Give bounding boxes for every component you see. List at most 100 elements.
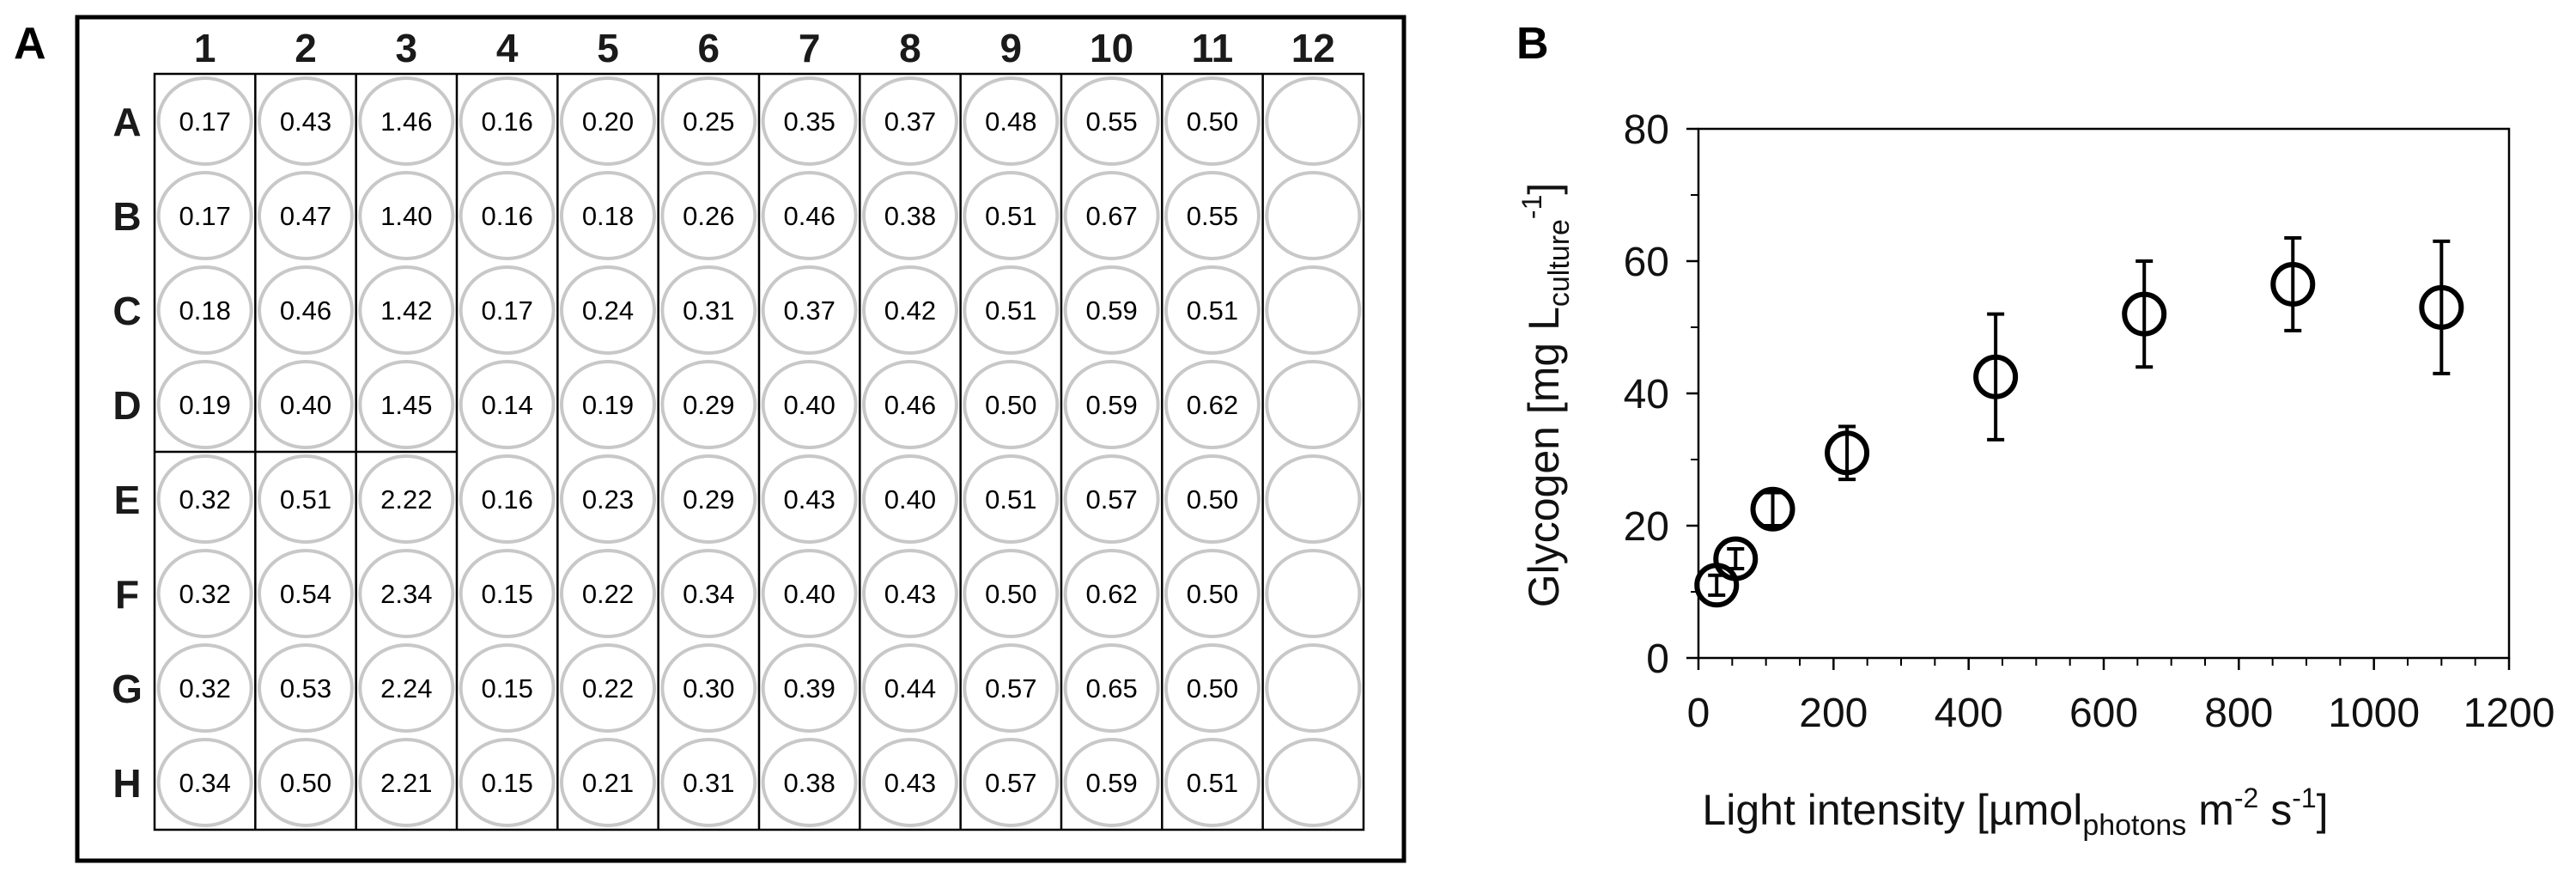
plate-well bbox=[861, 738, 958, 827]
plate-well-value: 0.34 bbox=[683, 579, 734, 609]
plate-well-value: 0.38 bbox=[783, 768, 835, 798]
y-tick-label: 20 bbox=[1624, 504, 1669, 550]
plate-well bbox=[761, 265, 858, 355]
plate-well bbox=[761, 643, 858, 733]
plate-well-value: 0.51 bbox=[1187, 295, 1238, 326]
plate-well-value: 0.51 bbox=[985, 484, 1036, 515]
plate-well-value: 0.46 bbox=[884, 390, 936, 420]
plate-well bbox=[358, 643, 455, 733]
plate-well-value: 0.32 bbox=[179, 673, 230, 703]
plate-well-value: 0.19 bbox=[582, 390, 634, 420]
plate-well bbox=[156, 171, 253, 260]
plate-well-value: 0.21 bbox=[582, 768, 634, 798]
plate-well bbox=[660, 360, 757, 449]
plate-well bbox=[660, 171, 757, 260]
data-point bbox=[1713, 536, 1759, 582]
plate-well-value: 0.59 bbox=[1085, 768, 1137, 798]
plate-well-value: 0.55 bbox=[1187, 201, 1238, 231]
plate-well bbox=[358, 265, 455, 355]
plate-well-value: 0.50 bbox=[1187, 107, 1238, 137]
plate-well-value: 0.65 bbox=[1085, 673, 1137, 703]
plate-well-value: 0.17 bbox=[179, 201, 230, 231]
plate-well bbox=[559, 643, 656, 733]
plate-well bbox=[358, 360, 455, 449]
plate-well-value: 0.17 bbox=[481, 295, 532, 326]
x-axis-label: Light intensity [µmolphotons m-2 s-1] bbox=[1702, 783, 2328, 842]
plate-well-value: 0.51 bbox=[1187, 768, 1238, 798]
x-axis-label-sup2: -1 bbox=[2292, 783, 2316, 813]
plate-well bbox=[1063, 360, 1160, 449]
y-tick-label: 0 bbox=[1646, 636, 1669, 682]
plate-column-header: 5 bbox=[597, 26, 619, 70]
data-point bbox=[1825, 430, 1870, 476]
plate-column-header: 6 bbox=[698, 26, 720, 70]
y-axis-label-sub: culture bbox=[1543, 219, 1576, 307]
plate-well bbox=[1063, 549, 1160, 638]
plate-well-value: 0.16 bbox=[481, 484, 532, 515]
plate-well bbox=[1063, 738, 1160, 827]
plate-well-value: 0.19 bbox=[179, 390, 230, 420]
plate-well-value: 0.50 bbox=[1187, 579, 1238, 609]
plate-well bbox=[761, 76, 858, 166]
plate-well-value: 0.59 bbox=[1085, 295, 1137, 326]
plate-well bbox=[459, 171, 556, 260]
plate-well-value: 1.42 bbox=[380, 295, 432, 326]
plate-well-value: 0.48 bbox=[985, 107, 1036, 137]
plate-well-value: 0.50 bbox=[985, 390, 1036, 420]
plate-well-value: 0.51 bbox=[985, 295, 1036, 326]
x-tick-label: 200 bbox=[1799, 691, 1868, 736]
plate-well-value: 0.40 bbox=[884, 484, 936, 515]
plate-well bbox=[559, 171, 656, 260]
plate-well-value: 0.50 bbox=[1187, 484, 1238, 515]
plate-well bbox=[358, 171, 455, 260]
data-point bbox=[2419, 284, 2464, 330]
plate-well-value: 2.34 bbox=[380, 579, 432, 609]
plate-well-value: 0.32 bbox=[179, 579, 230, 609]
plate-well bbox=[660, 76, 757, 166]
plate-well bbox=[660, 265, 757, 355]
x-axis-label-unit2: s bbox=[2258, 786, 2292, 834]
plate-well bbox=[761, 738, 858, 827]
plate-well-value: 0.32 bbox=[179, 484, 230, 515]
plate-well-value: 0.38 bbox=[884, 201, 936, 231]
data-point bbox=[2270, 261, 2316, 307]
plate-well-value: 0.22 bbox=[582, 673, 634, 703]
plate-well-value: 0.43 bbox=[884, 768, 936, 798]
plate-well-value: 0.24 bbox=[582, 295, 634, 326]
plate-well bbox=[1163, 454, 1261, 544]
plate-column-header: 1 bbox=[194, 26, 216, 70]
plate-well-value: 0.62 bbox=[1187, 390, 1238, 420]
plate-well bbox=[257, 76, 354, 166]
y-axis-label-main: Glycogen [mg L bbox=[1520, 307, 1568, 607]
plate-well-value: 0.47 bbox=[280, 201, 331, 231]
plate-well-value: 0.43 bbox=[884, 579, 936, 609]
plate-well bbox=[156, 549, 253, 638]
plate-well bbox=[1163, 360, 1261, 449]
plate-row-header: G bbox=[112, 667, 143, 711]
plate-well-value: 0.18 bbox=[582, 201, 634, 231]
plate-well bbox=[660, 643, 757, 733]
plate-well bbox=[358, 738, 455, 827]
plate-column-header: 4 bbox=[496, 26, 519, 70]
plate-well bbox=[861, 643, 958, 733]
x-tick-label: 400 bbox=[1935, 691, 2003, 736]
y-axis-label-end: ] bbox=[1520, 183, 1568, 195]
plate-well bbox=[459, 360, 556, 449]
plate-well-value: 0.46 bbox=[783, 201, 835, 231]
x-tick-label: 1000 bbox=[2328, 691, 2420, 736]
plate-well-value: 0.50 bbox=[1187, 673, 1238, 703]
plate-well-value: 0.25 bbox=[683, 107, 734, 137]
plate-well bbox=[559, 738, 656, 827]
plate-well-value: 0.15 bbox=[481, 673, 532, 703]
plate-well bbox=[459, 738, 556, 827]
plate-well bbox=[358, 76, 455, 166]
plate-well-value: 0.57 bbox=[985, 768, 1036, 798]
y-axis-label: Glycogen [mg Lculture-1] bbox=[1516, 183, 1576, 608]
plate-well-value: 0.55 bbox=[1085, 107, 1137, 137]
plate-grid: 1 2 3 4 5 6 7 8 9 10 11 12A 0.17 0.43 1.46 0.16 0.20 0.25… bbox=[112, 26, 1365, 831]
plate-column-header: 7 bbox=[799, 26, 821, 70]
plate-well bbox=[963, 454, 1060, 544]
plate-well-value: 0.14 bbox=[481, 390, 532, 420]
